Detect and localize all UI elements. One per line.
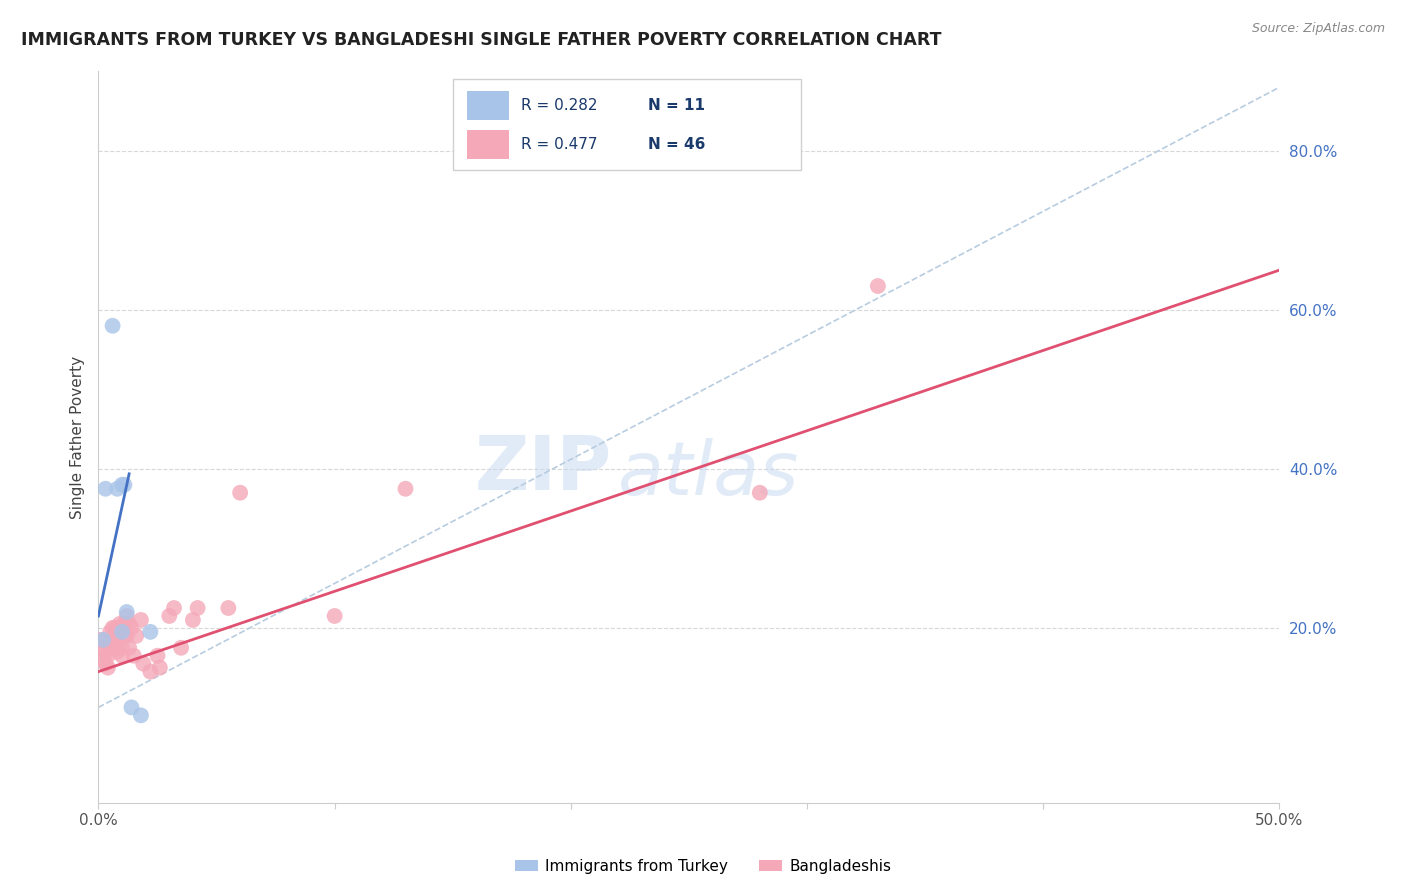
Point [91, 640, 114, 655]
Point [90, 632, 112, 647]
Point [108, 624, 131, 639]
Point [181, 613, 204, 627]
Point [94, 645, 117, 659]
Point [125, 629, 148, 643]
Text: Source: ZipAtlas.com: Source: ZipAtlas.com [1251, 22, 1385, 36]
Point [122, 648, 145, 663]
Point [121, 700, 143, 714]
Text: atlas: atlas [619, 438, 800, 509]
FancyBboxPatch shape [453, 78, 801, 170]
Point [105, 632, 128, 647]
Point [129, 613, 152, 627]
Legend: Immigrants from Turkey, Bangladeshis: Immigrants from Turkey, Bangladeshis [509, 853, 897, 880]
Point [94, 482, 117, 496]
Point [97, 648, 120, 663]
Point [170, 640, 193, 655]
Point [112, 616, 135, 631]
Point [112, 629, 135, 643]
Point [104, 621, 127, 635]
Point [111, 624, 134, 639]
Point [98, 624, 121, 639]
Point [149, 660, 172, 674]
Point [98, 640, 121, 655]
Text: N = 46: N = 46 [648, 137, 704, 152]
Text: N = 11: N = 11 [648, 98, 704, 113]
Point [146, 648, 169, 663]
Point [118, 616, 141, 631]
Point [217, 601, 239, 615]
Point [187, 601, 209, 615]
FancyBboxPatch shape [467, 130, 509, 159]
Text: R = 0.282: R = 0.282 [522, 98, 598, 113]
Point [111, 621, 134, 635]
Point [101, 621, 124, 635]
Point [118, 640, 141, 655]
Point [129, 708, 152, 723]
Point [157, 609, 180, 624]
Point [104, 632, 127, 647]
Point [108, 616, 131, 631]
Point [101, 640, 124, 655]
Point [105, 621, 128, 635]
Point [112, 477, 135, 491]
Point [139, 624, 162, 639]
Point [394, 482, 416, 496]
Text: IMMIGRANTS FROM TURKEY VS BANGLADESHI SINGLE FATHER POVERTY CORRELATION CHART: IMMIGRANTS FROM TURKEY VS BANGLADESHI SI… [21, 31, 942, 49]
Point [323, 609, 346, 624]
Point [111, 648, 134, 663]
Text: ZIP: ZIP [475, 434, 612, 507]
Point [111, 477, 134, 491]
Point [105, 482, 128, 496]
Point [115, 609, 138, 624]
Point [115, 605, 138, 619]
Point [101, 318, 124, 333]
Point [105, 645, 128, 659]
Point [115, 629, 138, 643]
Point [229, 485, 252, 500]
Text: R = 0.477: R = 0.477 [522, 137, 598, 152]
Point [748, 485, 770, 500]
FancyBboxPatch shape [467, 91, 509, 120]
Point [139, 665, 162, 679]
Point [121, 621, 143, 635]
Point [866, 279, 889, 293]
Point [94, 657, 117, 671]
Point [132, 657, 155, 671]
Point [91, 632, 114, 647]
Point [111, 640, 134, 655]
Point [91, 653, 114, 667]
Y-axis label: Single Father Poverty: Single Father Poverty [69, 356, 84, 518]
Point [97, 660, 120, 674]
Point [163, 601, 186, 615]
